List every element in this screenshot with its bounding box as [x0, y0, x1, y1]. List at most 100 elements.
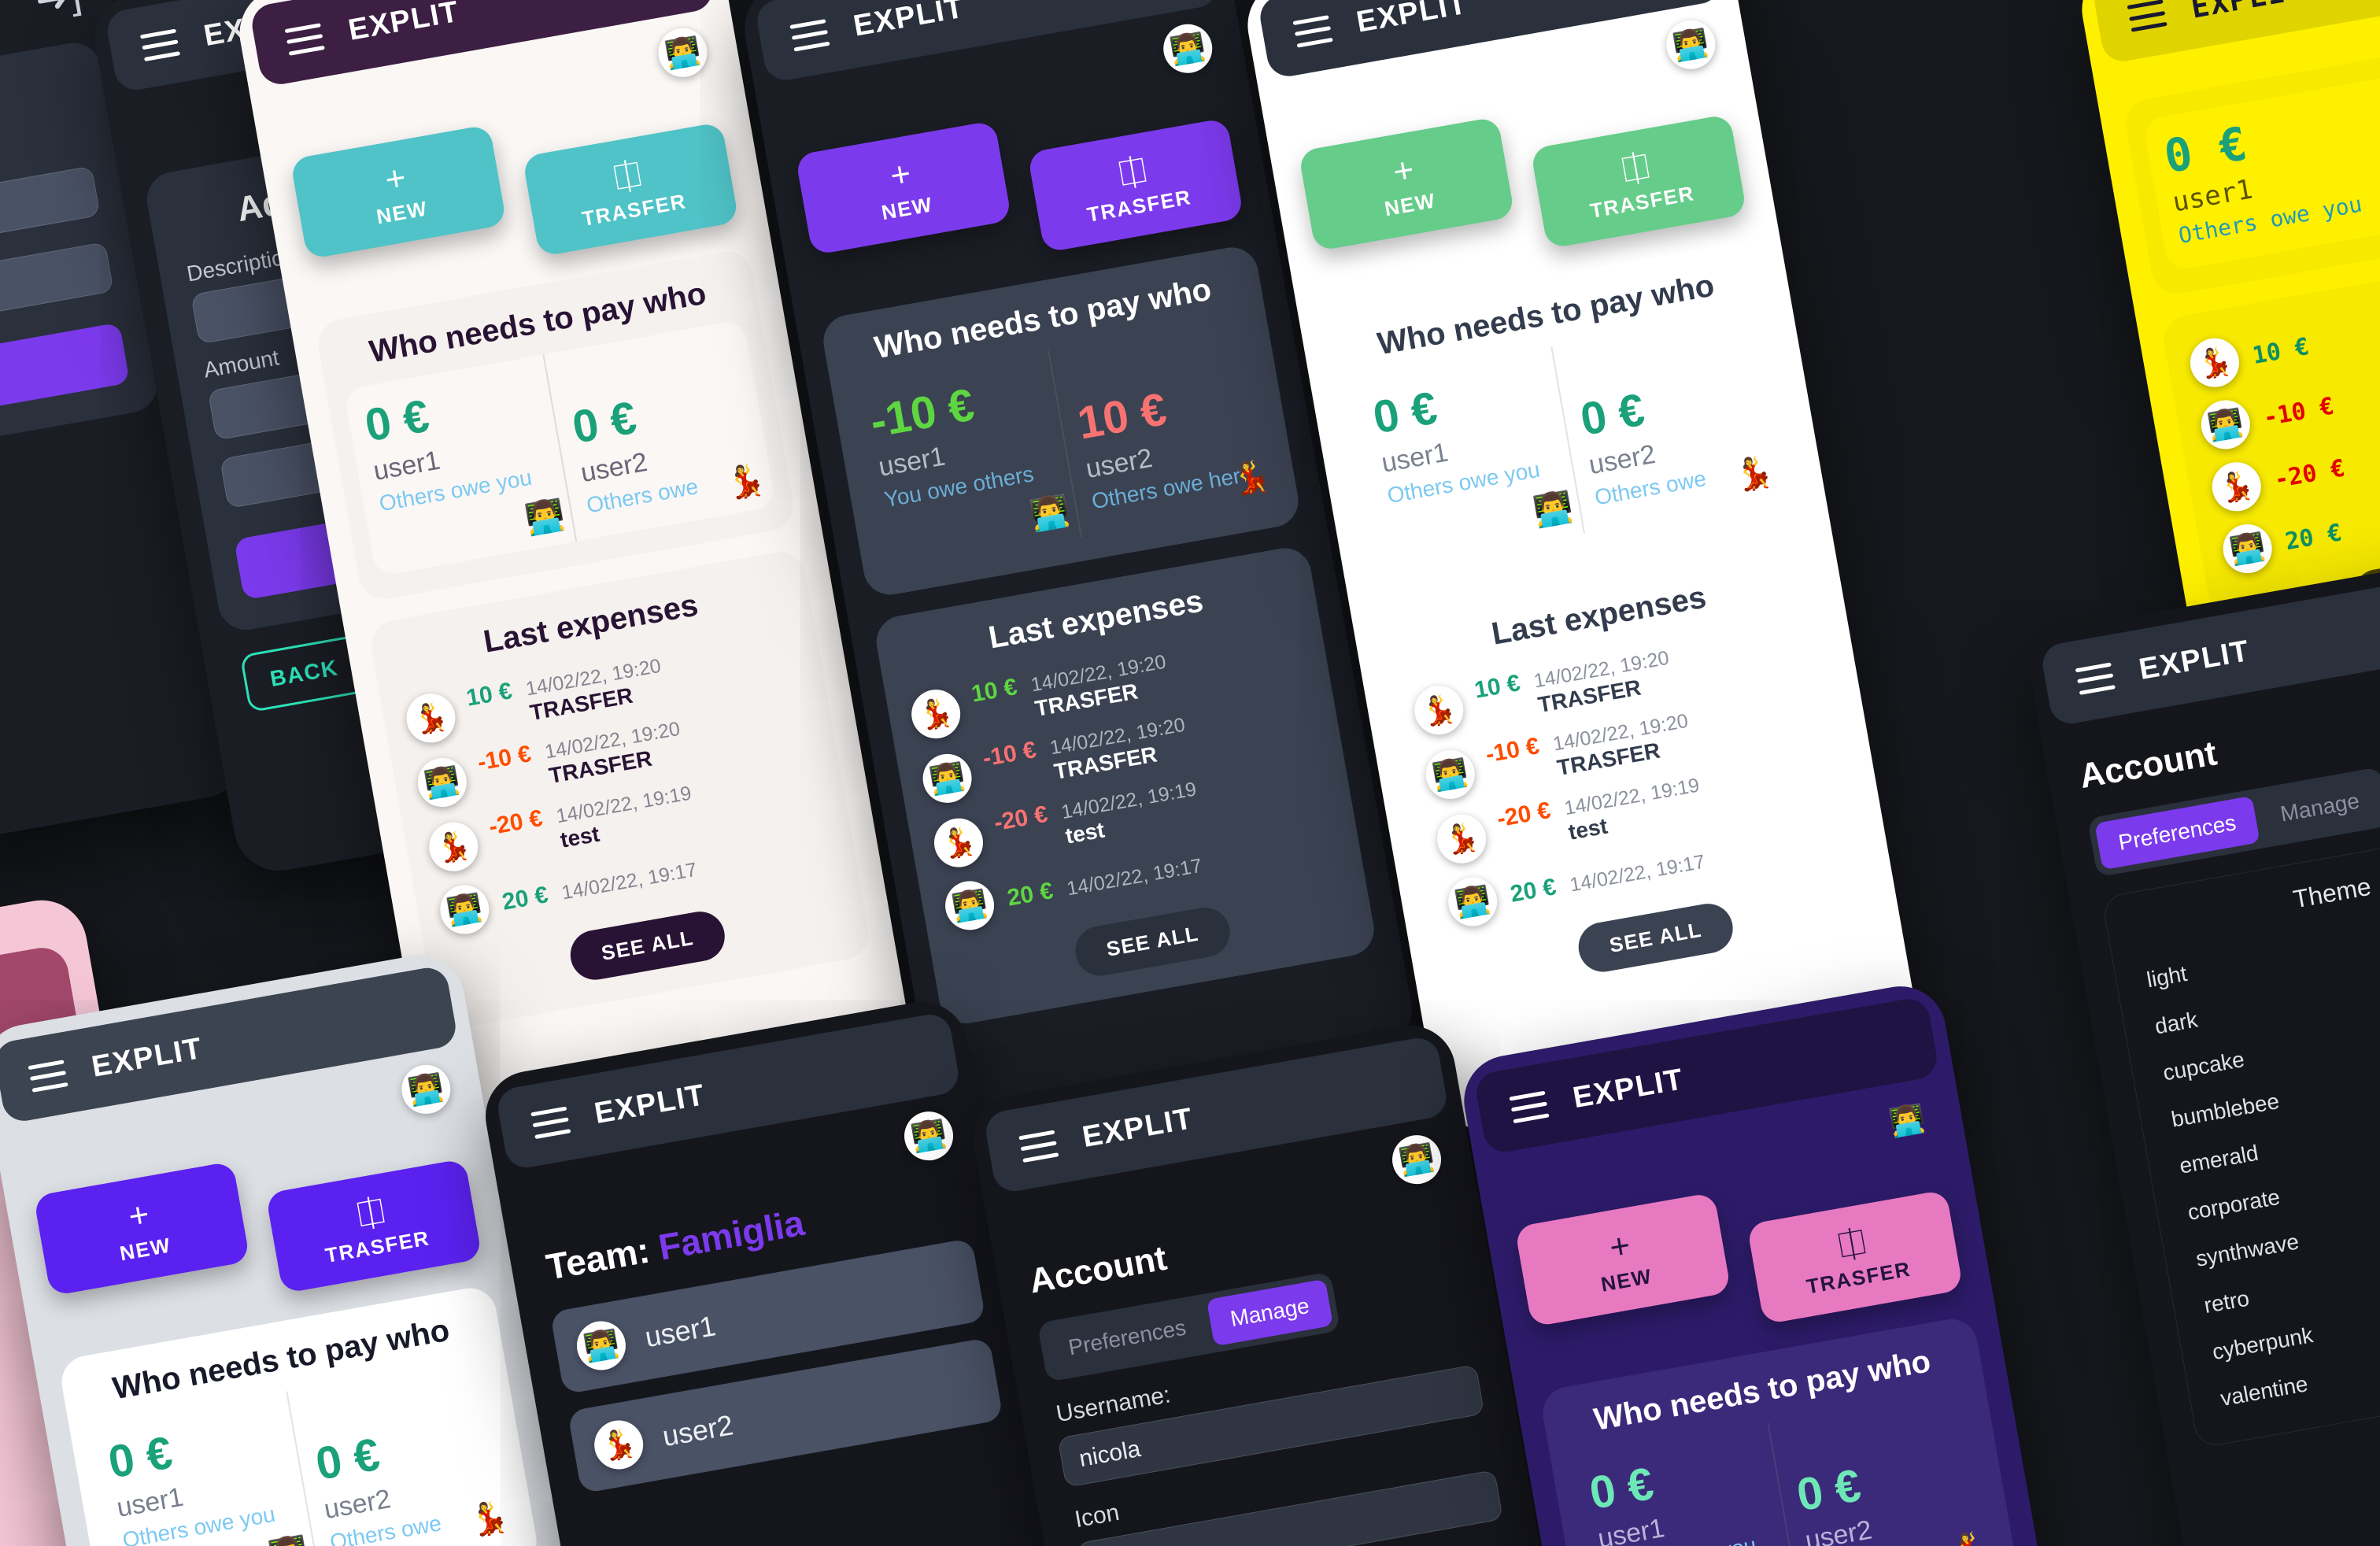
hamburger-menu-icon[interactable] [2127, 0, 2168, 32]
avatar[interactable]: 👨‍💻 [397, 1061, 455, 1118]
balance-card: Who needs to pay who -10 € user1 You owe… [819, 243, 1303, 599]
app-title: EXPLIT [851, 0, 967, 43]
hamburger-menu-icon[interactable] [2075, 661, 2116, 695]
avatar[interactable]: 👨‍💻 [1879, 1092, 1935, 1148]
person-with-laptop-emoji: 👨‍💻 [941, 877, 998, 934]
team-name: Famiglia [655, 1201, 808, 1268]
person-with-laptop-emoji: 👨‍💻 [523, 497, 567, 538]
balance-cell[interactable]: 0 € user1 Others owe you 👨‍💻 [1568, 1422, 1800, 1546]
balance-card: Who needs to pay who 0 € user1 Others ow… [57, 1284, 541, 1546]
balance-cell[interactable]: 10 € user2 Others owe her 💃 [1048, 315, 1282, 538]
expenses-list: 💃 10 € 14/02/22, 19:20 TRASFER 👨‍💻 -10 € [1405, 612, 1850, 938]
app-title: EXPLIT [1080, 1102, 1196, 1155]
hamburger-menu-icon[interactable] [1018, 1130, 1059, 1163]
person-with-laptop-emoji: 👨‍💻 [1670, 25, 1711, 64]
person-with-laptop-emoji: 👨‍💻 [1396, 1140, 1437, 1178]
expense-amount: -10 € [2261, 392, 2337, 432]
expense-amount: -20 € [1495, 797, 1553, 833]
dancer-emoji: 💃 [1228, 457, 1273, 499]
person-with-laptop-emoji: 👨‍💻 [1530, 489, 1576, 531]
tab-manage[interactable]: Manage [1206, 1278, 1334, 1347]
hamburger-menu-icon[interactable] [530, 1106, 571, 1139]
person-with-laptop-emoji: 👨‍💻 [405, 1070, 446, 1108]
balance-cell[interactable]: 0 € user2 Others owe 💃 [1550, 311, 1785, 534]
hamburger-menu-icon[interactable] [28, 1059, 68, 1093]
balance-cell[interactable]: 0 € user2 Others owe 💃 [286, 1356, 520, 1546]
hamburger-menu-icon[interactable] [1509, 1090, 1550, 1123]
member-name: user1 [642, 1309, 719, 1354]
app-title: EXPLIT [2136, 634, 2252, 687]
dancer-emoji: 💃 [425, 818, 482, 875]
expense-amount: -10 € [1484, 733, 1542, 768]
balance-cell[interactable]: 0 € user2 Others owe 💃 [542, 319, 777, 542]
person-with-laptop-emoji: 👨‍💻 [436, 881, 493, 938]
person-with-laptop-emoji: 👨‍💻 [2219, 520, 2276, 577]
logout-icon[interactable]: ➜] [31, 0, 85, 24]
expense-date: 14/02/22, 19:17 [1065, 854, 1204, 901]
expense-amount: 10 € [2250, 332, 2312, 370]
person-with-laptop-emoji: 👨‍💻 [2197, 396, 2254, 453]
app-title: EXPLIT [1354, 0, 1470, 39]
person-with-laptop-emoji: 👨‍💻 [1444, 873, 1502, 930]
transfer-button[interactable]: ⎅ TRASFER [1530, 113, 1747, 250]
dancer-emoji: 💃 [1731, 453, 1776, 495]
dancer-emoji: 💃 [2208, 458, 2265, 516]
avatar[interactable]: 👨‍💻 [1159, 20, 1217, 77]
phone-theme-settings: EXPLIT Account Preferences Manage Theme … [2023, 545, 2380, 1546]
tab-manage[interactable]: Manage [2278, 788, 2362, 827]
expense-amount: -20 € [2271, 453, 2347, 494]
hamburger-menu-icon[interactable] [1292, 14, 1333, 48]
expense-amount: 10 € [969, 674, 1019, 708]
avatar[interactable]: 👨‍💻 [1662, 16, 1720, 73]
expense-amount: 10 € [464, 678, 515, 712]
balance-cell[interactable]: 0 € user2 Others owe 💃 [1767, 1387, 2001, 1546]
avatar[interactable]: 👨‍💻 [1388, 1131, 1445, 1189]
tab-preferences[interactable]: Preferences [2094, 795, 2260, 871]
avatar[interactable]: 👨‍💻 [654, 24, 711, 81]
person-with-laptop-emoji: 👨‍💻 [266, 1532, 311, 1546]
app-title: EXPLIT [2188, 0, 2308, 25]
balance-card: Who needs to pay who 0 € user1 Others ow… [1322, 239, 1806, 595]
person-with-laptop-emoji: 👨‍💻 [573, 1317, 630, 1374]
transfer-button[interactable]: ⎅ TRASFER [1027, 117, 1244, 253]
person-with-laptop-emoji: 👨‍💻 [1167, 29, 1208, 68]
balance-cell[interactable]: 0 € user1 Others owe you 👨‍💻 [343, 355, 575, 577]
phone-dashboard-synthwave: EXPLIT 👨‍💻 + NEW ⎅ TRASFER Who needs to … [1457, 978, 2077, 1546]
person-with-laptop-emoji: 👨‍💻 [1887, 1100, 1927, 1139]
expense-amount: 20 € [500, 882, 550, 915]
dancer-emoji: 💃 [590, 1416, 648, 1474]
hamburger-menu-icon[interactable] [789, 18, 830, 52]
expenses-card: Last expenses 💃 10 € 14/02/22, 19:20 TRA… [1375, 540, 1882, 1024]
expenses-list: 💃 10 € 14/02/22, 19:20 TRASFER 👨‍💻 -10 € [901, 616, 1346, 942]
person-with-laptop-emoji: 👨‍💻 [413, 753, 471, 811]
hamburger-menu-icon[interactable] [284, 22, 325, 56]
hamburger-menu-icon[interactable] [139, 28, 181, 61]
dancer-emoji: 💃 [467, 1498, 512, 1540]
expense-amount: 20 € [1005, 878, 1055, 912]
expense-amount: 10 € [1472, 670, 1523, 704]
balance-cell[interactable]: 0 € user1 Others owe you [2142, 50, 2380, 272]
dancer-emoji: 💃 [1410, 681, 1468, 738]
transfer-button[interactable]: ⎅ TRASFER [1746, 1189, 1964, 1325]
dancer-emoji: 💃 [2186, 334, 2243, 391]
balance-cell[interactable]: 0 € user1 Others owe you 👨‍💻 [87, 1392, 319, 1546]
person-with-laptop-emoji: 👨‍💻 [908, 1116, 949, 1155]
tab-preferences[interactable]: Preferences [1066, 1315, 1188, 1360]
transfer-button[interactable]: ⎅ TRASFER [522, 121, 739, 257]
avatar[interactable]: 👨‍💻 [900, 1108, 957, 1165]
new-label: NEW [1382, 188, 1438, 221]
dancer-emoji: 💃 [402, 689, 460, 746]
dancer-emoji: 💃 [723, 461, 768, 503]
balance-cell[interactable]: 0 € user1 Others owe you 👨‍💻 [1351, 347, 1584, 569]
new-label: NEW [374, 196, 430, 229]
person-with-laptop-emoji: 👨‍💻 [918, 749, 976, 807]
expenses-list: 💃 10 € 14/02/22, 19:20 TRASFER 👨‍💻 -10 € [397, 620, 841, 946]
login-button[interactable]: LOGIN [0, 322, 131, 442]
balance-cell[interactable]: -10 € user1 You owe others 👨‍💻 [848, 350, 1081, 572]
transfer-button[interactable]: ⎅ TRASFER [265, 1158, 482, 1294]
new-label: NEW [1598, 1263, 1654, 1296]
balance-grid: 0 € user1 Others owe you [2142, 50, 2380, 272]
expense-amount: 20 € [2282, 518, 2345, 556]
app-title: EXPLIT [89, 1031, 205, 1084]
